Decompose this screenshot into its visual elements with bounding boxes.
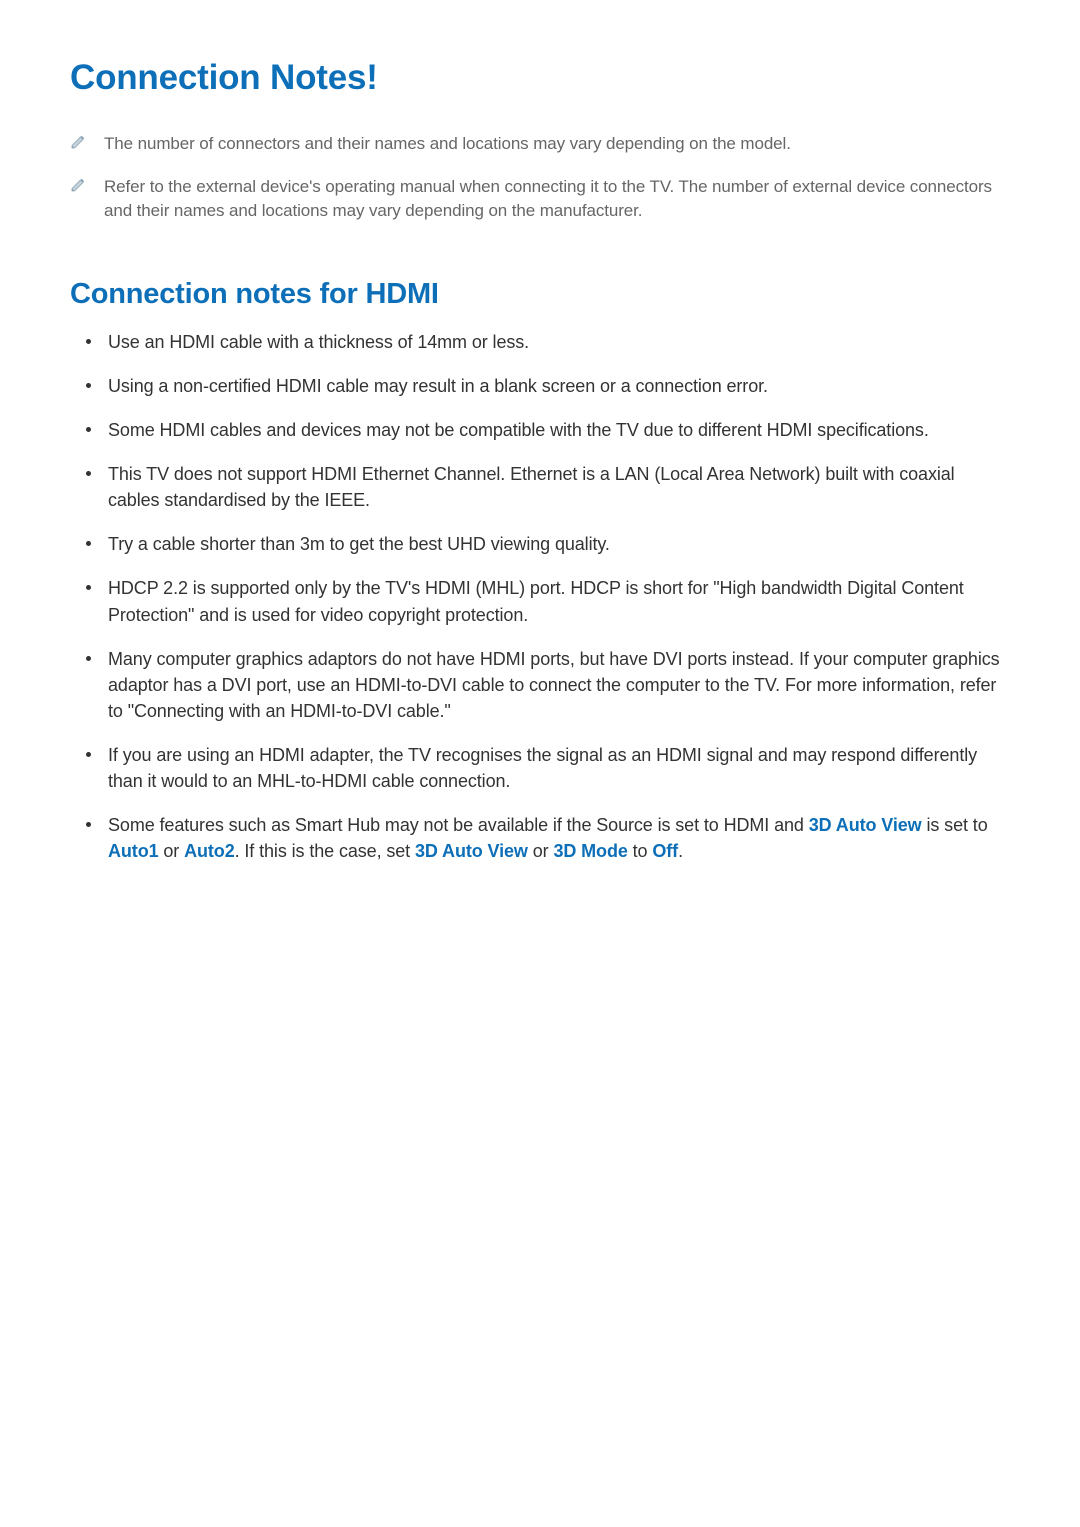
list-item-text: Use an HDMI cable with a thickness of 14… [108, 332, 529, 352]
list-item-text: HDCP 2.2 is supported only by the TV's H… [108, 578, 964, 624]
top-notes: The number of connectors and their names… [70, 132, 1010, 224]
note-line: The number of connectors and their names… [70, 132, 1010, 157]
list-item: Using a non-certified HDMI cable may res… [108, 373, 1010, 399]
highlight-term: Off [652, 841, 678, 861]
list-item-text: is set to [922, 815, 988, 835]
highlight-term: 3D Auto View [809, 815, 922, 835]
list-item: Some HDMI cables and devices may not be … [108, 417, 1010, 443]
list-item: Many computer graphics adaptors do not h… [108, 646, 1010, 724]
highlight-term: Auto2 [184, 841, 235, 861]
list-item: Some features such as Smart Hub may not … [108, 812, 1010, 864]
pencil-icon [70, 134, 86, 155]
section-title: Connection notes for HDMI [70, 278, 1010, 311]
list-item-text: Many computer graphics adaptors do not h… [108, 649, 1000, 721]
bullet-list: Use an HDMI cable with a thickness of 14… [70, 329, 1010, 864]
list-item-text: Using a non-certified HDMI cable may res… [108, 376, 768, 396]
highlight-term: 3D Mode [553, 841, 627, 861]
list-item-text: . If this is the case, set [235, 841, 415, 861]
list-item-text: to [628, 841, 653, 861]
list-item-text: This TV does not support HDMI Ethernet C… [108, 464, 955, 510]
list-item-text: Some features such as Smart Hub may not … [108, 815, 809, 835]
list-item: This TV does not support HDMI Ethernet C… [108, 461, 1010, 513]
list-item: Try a cable shorter than 3m to get the b… [108, 531, 1010, 557]
list-item-text: or [528, 841, 554, 861]
page-title: Connection Notes! [70, 58, 1010, 98]
list-item-text: . [678, 841, 683, 861]
list-item-text: or [159, 841, 185, 861]
note-text: The number of connectors and their names… [104, 132, 791, 157]
pencil-icon [70, 177, 86, 198]
list-item: HDCP 2.2 is supported only by the TV's H… [108, 575, 1010, 627]
list-item-text: If you are using an HDMI adapter, the TV… [108, 745, 977, 791]
list-item: If you are using an HDMI adapter, the TV… [108, 742, 1010, 794]
highlight-term: Auto1 [108, 841, 159, 861]
note-text: Refer to the external device's operating… [104, 175, 1010, 224]
list-item-text: Some HDMI cables and devices may not be … [108, 420, 929, 440]
list-item-text: Try a cable shorter than 3m to get the b… [108, 534, 610, 554]
list-item: Use an HDMI cable with a thickness of 14… [108, 329, 1010, 355]
note-line: Refer to the external device's operating… [70, 175, 1010, 224]
highlight-term: 3D Auto View [415, 841, 528, 861]
